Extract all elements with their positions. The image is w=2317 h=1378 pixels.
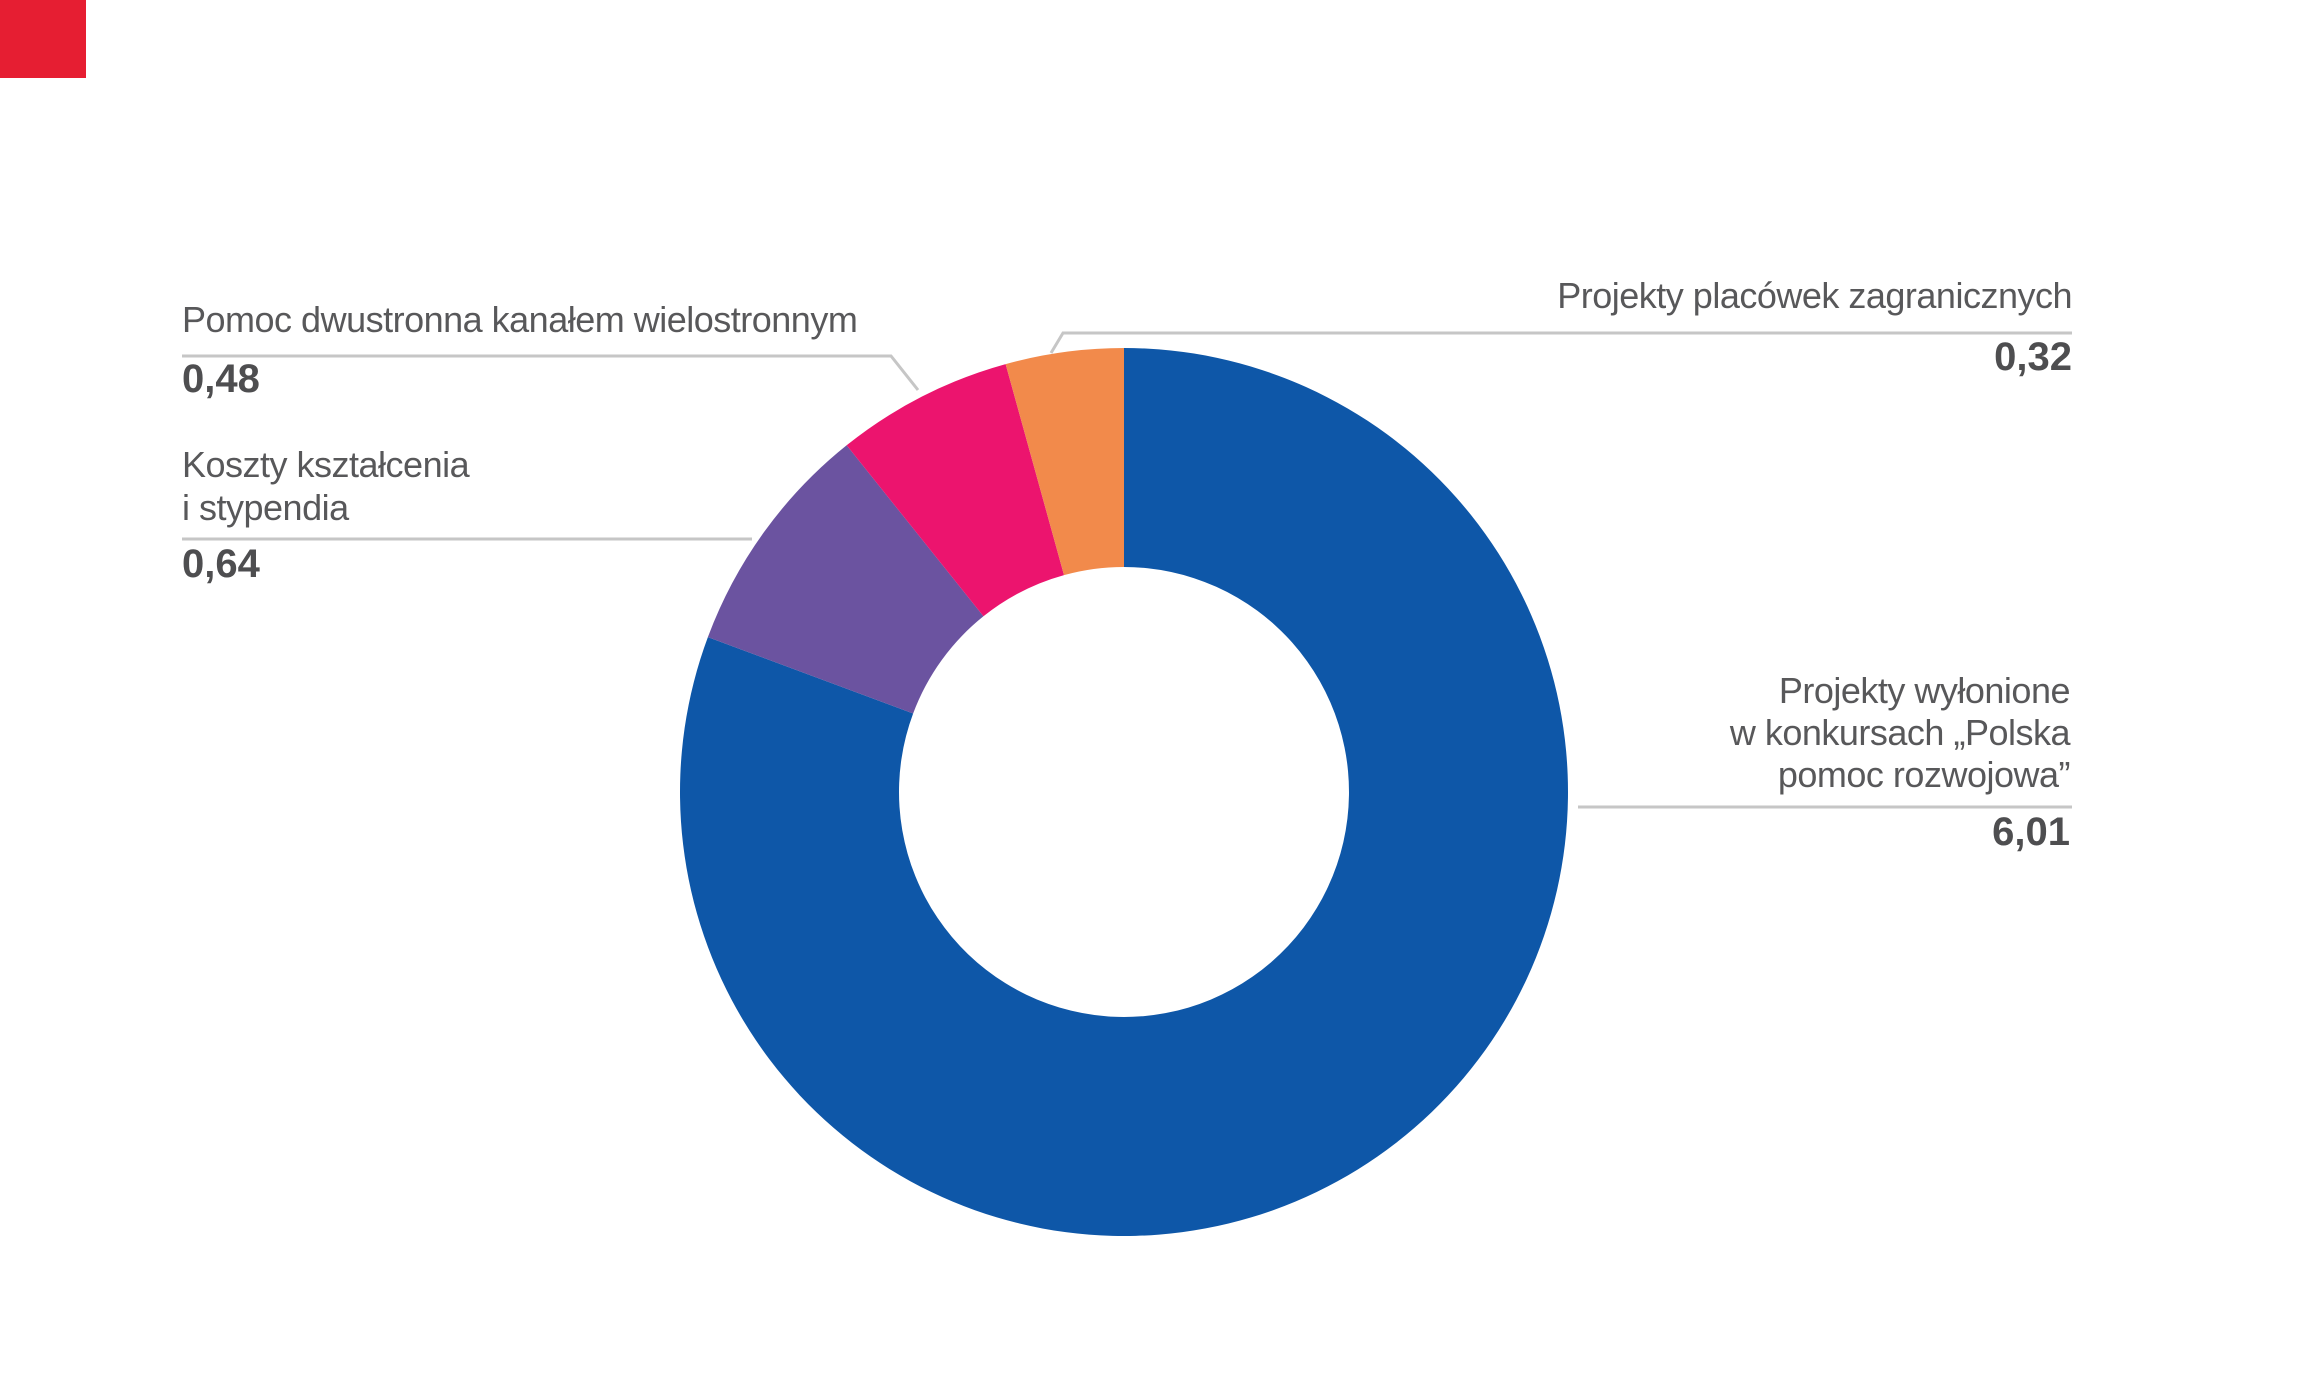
leader-line-pomoc-dwustronna — [182, 354, 920, 391]
slice-projekty-wylonione-w-konkursach — [680, 347, 1569, 1237]
leader-lines — [182, 331, 2072, 809]
corner-accent-square — [0, 0, 86, 78]
callout-value-koszty-ksztalcenia: 0,64 — [182, 542, 260, 586]
slice-projekty-placowek-zagranicznych — [1005, 348, 1124, 576]
callout-label-projekty-wylonione: Projekty wyłonione w konkursach „Polska … — [1729, 670, 2071, 795]
callout-value-projekty-wylonione: 6,01 — [1992, 810, 2070, 854]
callout-label-koszty-ksztalcenia: Koszty kształcenia i stypendia — [182, 444, 470, 528]
callout-koszty-ksztalcenia: Koszty kształcenia i stypendia 0,64 — [182, 443, 470, 586]
callout-label-pomoc-dwustronna: Pomoc dwustronna kanałem wielostronnym — [182, 299, 858, 340]
callout-value-projekty-placowek: 0,32 — [1994, 335, 2072, 379]
callout-pomoc-dwustronna: Pomoc dwustronna kanałem wielostronnym 0… — [182, 299, 858, 402]
slice-pomoc-dwustronna-kanalem-wielostronnym — [846, 364, 1065, 617]
slice-koszty-ksztalcenia-i-stypendia — [707, 445, 984, 714]
callout-projekty-placowek: Projekty placówek zagranicznych 0,32 — [1557, 275, 2072, 380]
leader-line-projekty-placowek — [1049, 331, 2072, 354]
donut-slices — [680, 347, 1569, 1237]
callout-label-projekty-placowek: Projekty placówek zagranicznych — [1557, 275, 2072, 316]
callout-value-pomoc-dwustronna: 0,48 — [182, 357, 260, 401]
callout-projekty-wylonione: Projekty wyłonione w konkursach „Polska … — [1729, 670, 2071, 854]
